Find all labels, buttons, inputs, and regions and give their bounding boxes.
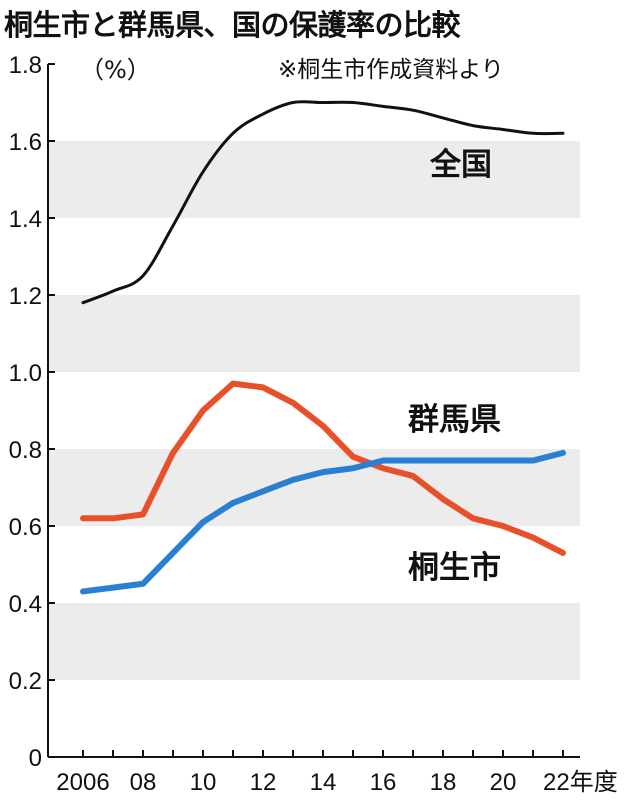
y-axis-unit: （%） [80,56,151,84]
series-label-0: 全国 [429,147,492,183]
y-tick-label: 0.6 [9,514,42,541]
x-tick-label: 22年度 [543,769,618,796]
x-tick-label: 20 [490,769,517,796]
chart-title: 桐生市と群馬県、国の保護率の比較 [4,8,461,42]
series-line-0 [81,100,565,305]
series-lines [80,100,566,595]
x-tick-label: 10 [190,769,217,796]
axes [47,64,580,758]
source-note: ※桐生市作成資料より [278,57,504,83]
x-tick-label: 12 [250,769,277,796]
series-line-2 [80,449,566,595]
y-tick-labels: 0 0.2 0.4 0.6 0.8 1.0 1.2 1.4 1.6 1.8 [9,52,55,772]
x-tick-label: 2006 [56,769,109,796]
x-tick-label: 16 [370,769,397,796]
grid-band [48,141,580,218]
series-label-2: 桐生市 [408,550,501,586]
y-tick-label: 1.6 [9,129,42,156]
y-tick-label: 1.2 [9,283,42,310]
x-tick-label: 14 [310,769,337,796]
grid-band [48,295,580,372]
grid-band [48,603,580,680]
y-tick-label: 1.4 [9,206,42,233]
y-tick-label: 0.2 [9,668,42,695]
x-tick-labels: 2006 08 10 12 14 16 18 20 22年度 [56,750,618,796]
y-tick-label: 0.4 [9,591,42,618]
series-label-1: 群馬県 [407,402,501,438]
y-tick-label: 1.8 [9,52,42,79]
x-tick-label: 18 [430,769,457,796]
y-tick-label: 0.8 [9,437,42,464]
y-tick-label: 1.0 [9,360,42,387]
x-tick-label: 08 [130,769,157,796]
y-tick-label: 0 [29,745,42,772]
series-line-1 [80,380,566,556]
